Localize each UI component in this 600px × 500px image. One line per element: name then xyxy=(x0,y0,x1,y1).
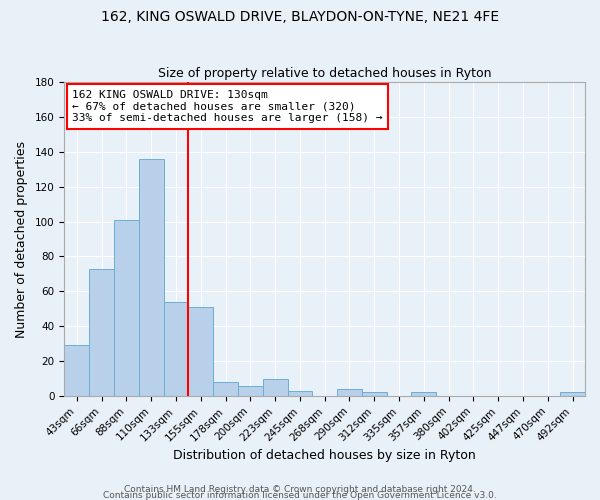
Bar xyxy=(89,268,114,396)
Bar xyxy=(263,378,287,396)
Text: 162 KING OSWALD DRIVE: 130sqm
← 67% of detached houses are smaller (320)
33% of : 162 KING OSWALD DRIVE: 130sqm ← 67% of d… xyxy=(72,90,383,123)
Bar xyxy=(213,382,238,396)
X-axis label: Distribution of detached houses by size in Ryton: Distribution of detached houses by size … xyxy=(173,450,476,462)
Bar xyxy=(362,392,386,396)
Bar xyxy=(412,392,436,396)
Text: 162, KING OSWALD DRIVE, BLAYDON-ON-TYNE, NE21 4FE: 162, KING OSWALD DRIVE, BLAYDON-ON-TYNE,… xyxy=(101,10,499,24)
Bar xyxy=(164,302,188,396)
Bar xyxy=(139,159,164,396)
Bar xyxy=(188,307,213,396)
Bar xyxy=(238,386,263,396)
Bar xyxy=(337,389,362,396)
Text: Contains HM Land Registry data © Crown copyright and database right 2024.: Contains HM Land Registry data © Crown c… xyxy=(124,484,476,494)
Y-axis label: Number of detached properties: Number of detached properties xyxy=(15,140,28,338)
Bar xyxy=(287,390,313,396)
Text: Contains public sector information licensed under the Open Government Licence v3: Contains public sector information licen… xyxy=(103,490,497,500)
Bar xyxy=(560,392,585,396)
Title: Size of property relative to detached houses in Ryton: Size of property relative to detached ho… xyxy=(158,66,491,80)
Bar xyxy=(114,220,139,396)
Bar xyxy=(64,346,89,396)
